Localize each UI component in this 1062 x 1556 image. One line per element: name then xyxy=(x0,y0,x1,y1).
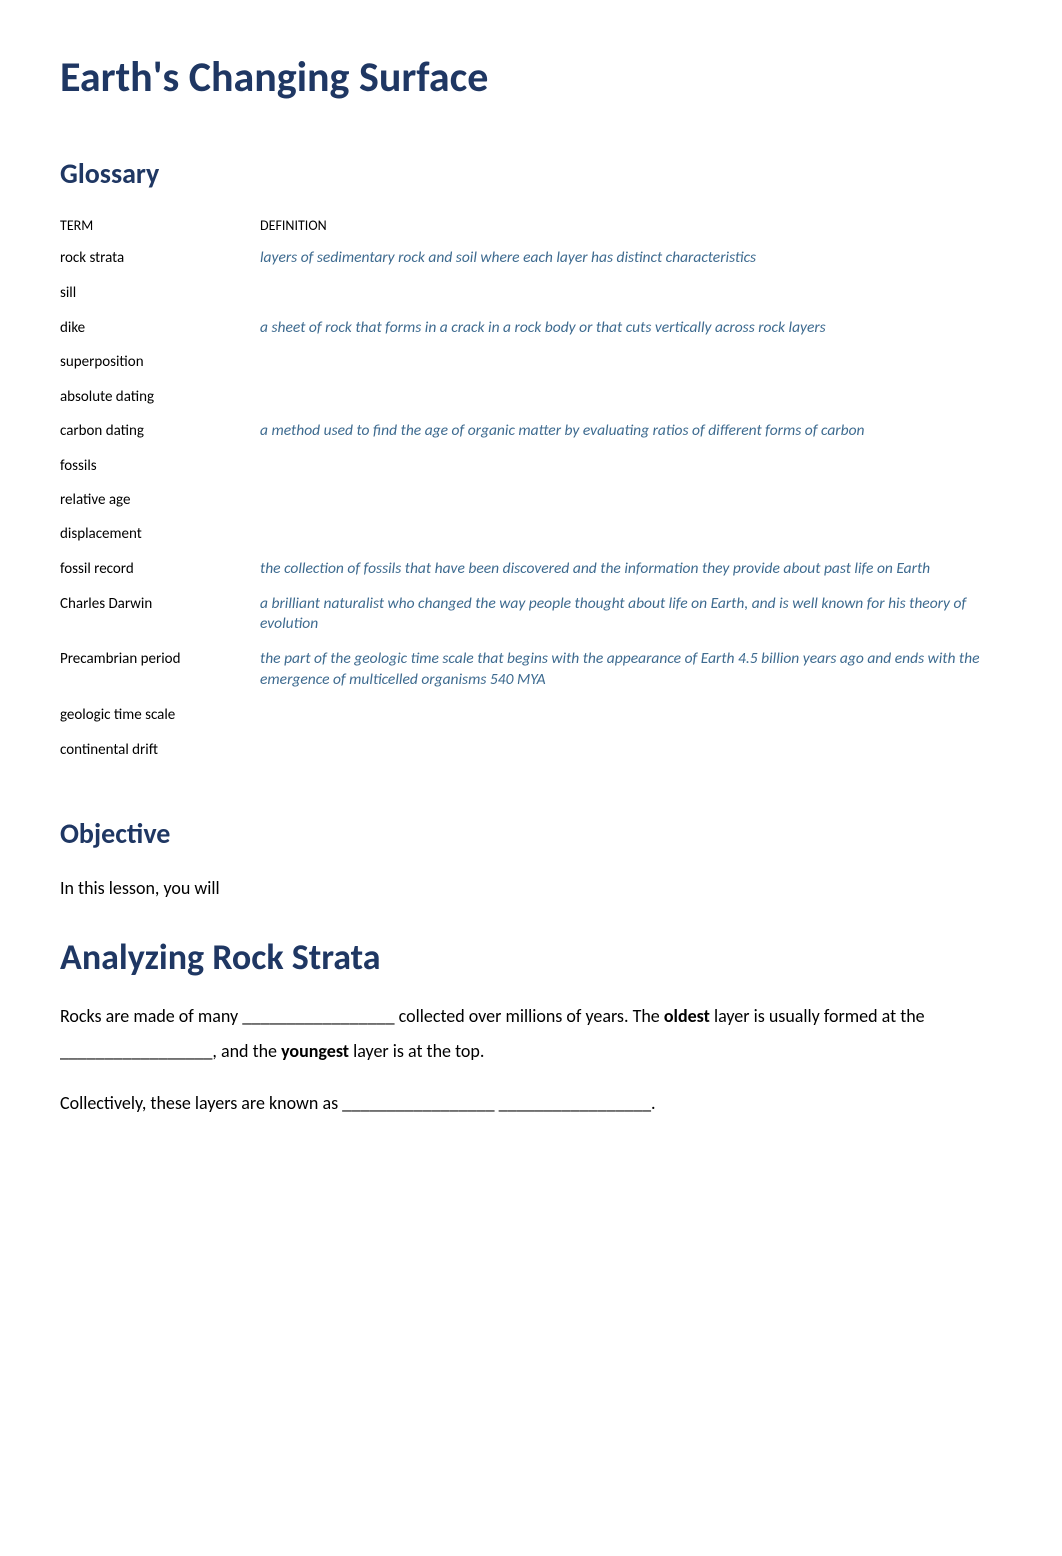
glossary-term: Charles Darwin xyxy=(60,587,260,643)
glossary-definition: a brilliant naturalist who changed the w… xyxy=(260,587,1002,643)
glossary-definition xyxy=(260,276,1002,310)
glossary-term: sill xyxy=(60,276,260,310)
glossary-term: carbon dating xyxy=(60,414,260,449)
glossary-row: sill xyxy=(60,276,1002,310)
glossary-definition xyxy=(260,733,1002,767)
glossary-definition xyxy=(260,345,1002,379)
strata-p1-c: layer is at the top. xyxy=(349,1040,484,1062)
glossary-term: fossils xyxy=(60,449,260,483)
strata-paragraph-2: Collectively, these layers are known as … xyxy=(60,1086,1002,1120)
strata-paragraph-1: Rocks are made of many _________________… xyxy=(60,999,1002,1067)
glossary-row: Charles Darwina brilliant naturalist who… xyxy=(60,587,1002,643)
glossary-term: relative age xyxy=(60,483,260,517)
glossary-term: continental drift xyxy=(60,733,260,767)
glossary-term: dike xyxy=(60,311,260,346)
objective-heading: Objective xyxy=(60,815,1002,853)
glossary-row: rock stratalayers of sedimentary rock an… xyxy=(60,241,1002,276)
glossary-definition xyxy=(260,517,1002,551)
strata-p1-bold1: oldest xyxy=(664,1005,710,1027)
glossary-header-row: TERM DEFINITION xyxy=(60,210,1002,241)
page-title: Earth's Changing Surface xyxy=(60,50,1002,107)
glossary-row: displacement xyxy=(60,517,1002,551)
glossary-term: superposition xyxy=(60,345,260,379)
strata-p1-bold2: youngest xyxy=(281,1040,349,1062)
glossary-definition: the part of the geologic time scale that… xyxy=(260,642,1002,698)
glossary-heading: Glossary xyxy=(60,155,1002,193)
glossary-row: fossils xyxy=(60,449,1002,483)
glossary-definition: a sheet of rock that forms in a crack in… xyxy=(260,311,1002,346)
glossary-row: relative age xyxy=(60,483,1002,517)
glossary-table: TERM DEFINITION rock stratalayers of sed… xyxy=(60,210,1002,766)
glossary-row: Precambrian periodthe part of the geolog… xyxy=(60,642,1002,698)
glossary-header-definition: DEFINITION xyxy=(260,210,1002,241)
glossary-row: superposition xyxy=(60,345,1002,379)
glossary-term: rock strata xyxy=(60,241,260,276)
glossary-row: fossil recordthe collection of fossils t… xyxy=(60,552,1002,587)
glossary-row: continental drift xyxy=(60,733,1002,767)
glossary-definition: a method used to find the age of organic… xyxy=(260,414,1002,449)
strata-heading: Analyzing Rock Strata xyxy=(60,933,1002,982)
glossary-definition xyxy=(260,483,1002,517)
glossary-row: dikea sheet of rock that forms in a crac… xyxy=(60,311,1002,346)
strata-p1-a: Rocks are made of many _________________… xyxy=(60,1005,664,1027)
glossary-definition: the collection of fossils that have been… xyxy=(260,552,1002,587)
glossary-definition xyxy=(260,698,1002,732)
glossary-header-term: TERM xyxy=(60,210,260,241)
glossary-row: absolute dating xyxy=(60,380,1002,414)
glossary-definition: layers of sedimentary rock and soil wher… xyxy=(260,241,1002,276)
glossary-definition xyxy=(260,380,1002,414)
glossary-term: geologic time scale xyxy=(60,698,260,732)
glossary-definition xyxy=(260,449,1002,483)
glossary-row: geologic time scale xyxy=(60,698,1002,732)
objective-text: In this lesson, you will xyxy=(60,871,1002,905)
glossary-term: Precambrian period xyxy=(60,642,260,698)
glossary-term: absolute dating xyxy=(60,380,260,414)
glossary-row: carbon datinga method used to find the a… xyxy=(60,414,1002,449)
glossary-term: displacement xyxy=(60,517,260,551)
glossary-term: fossil record xyxy=(60,552,260,587)
